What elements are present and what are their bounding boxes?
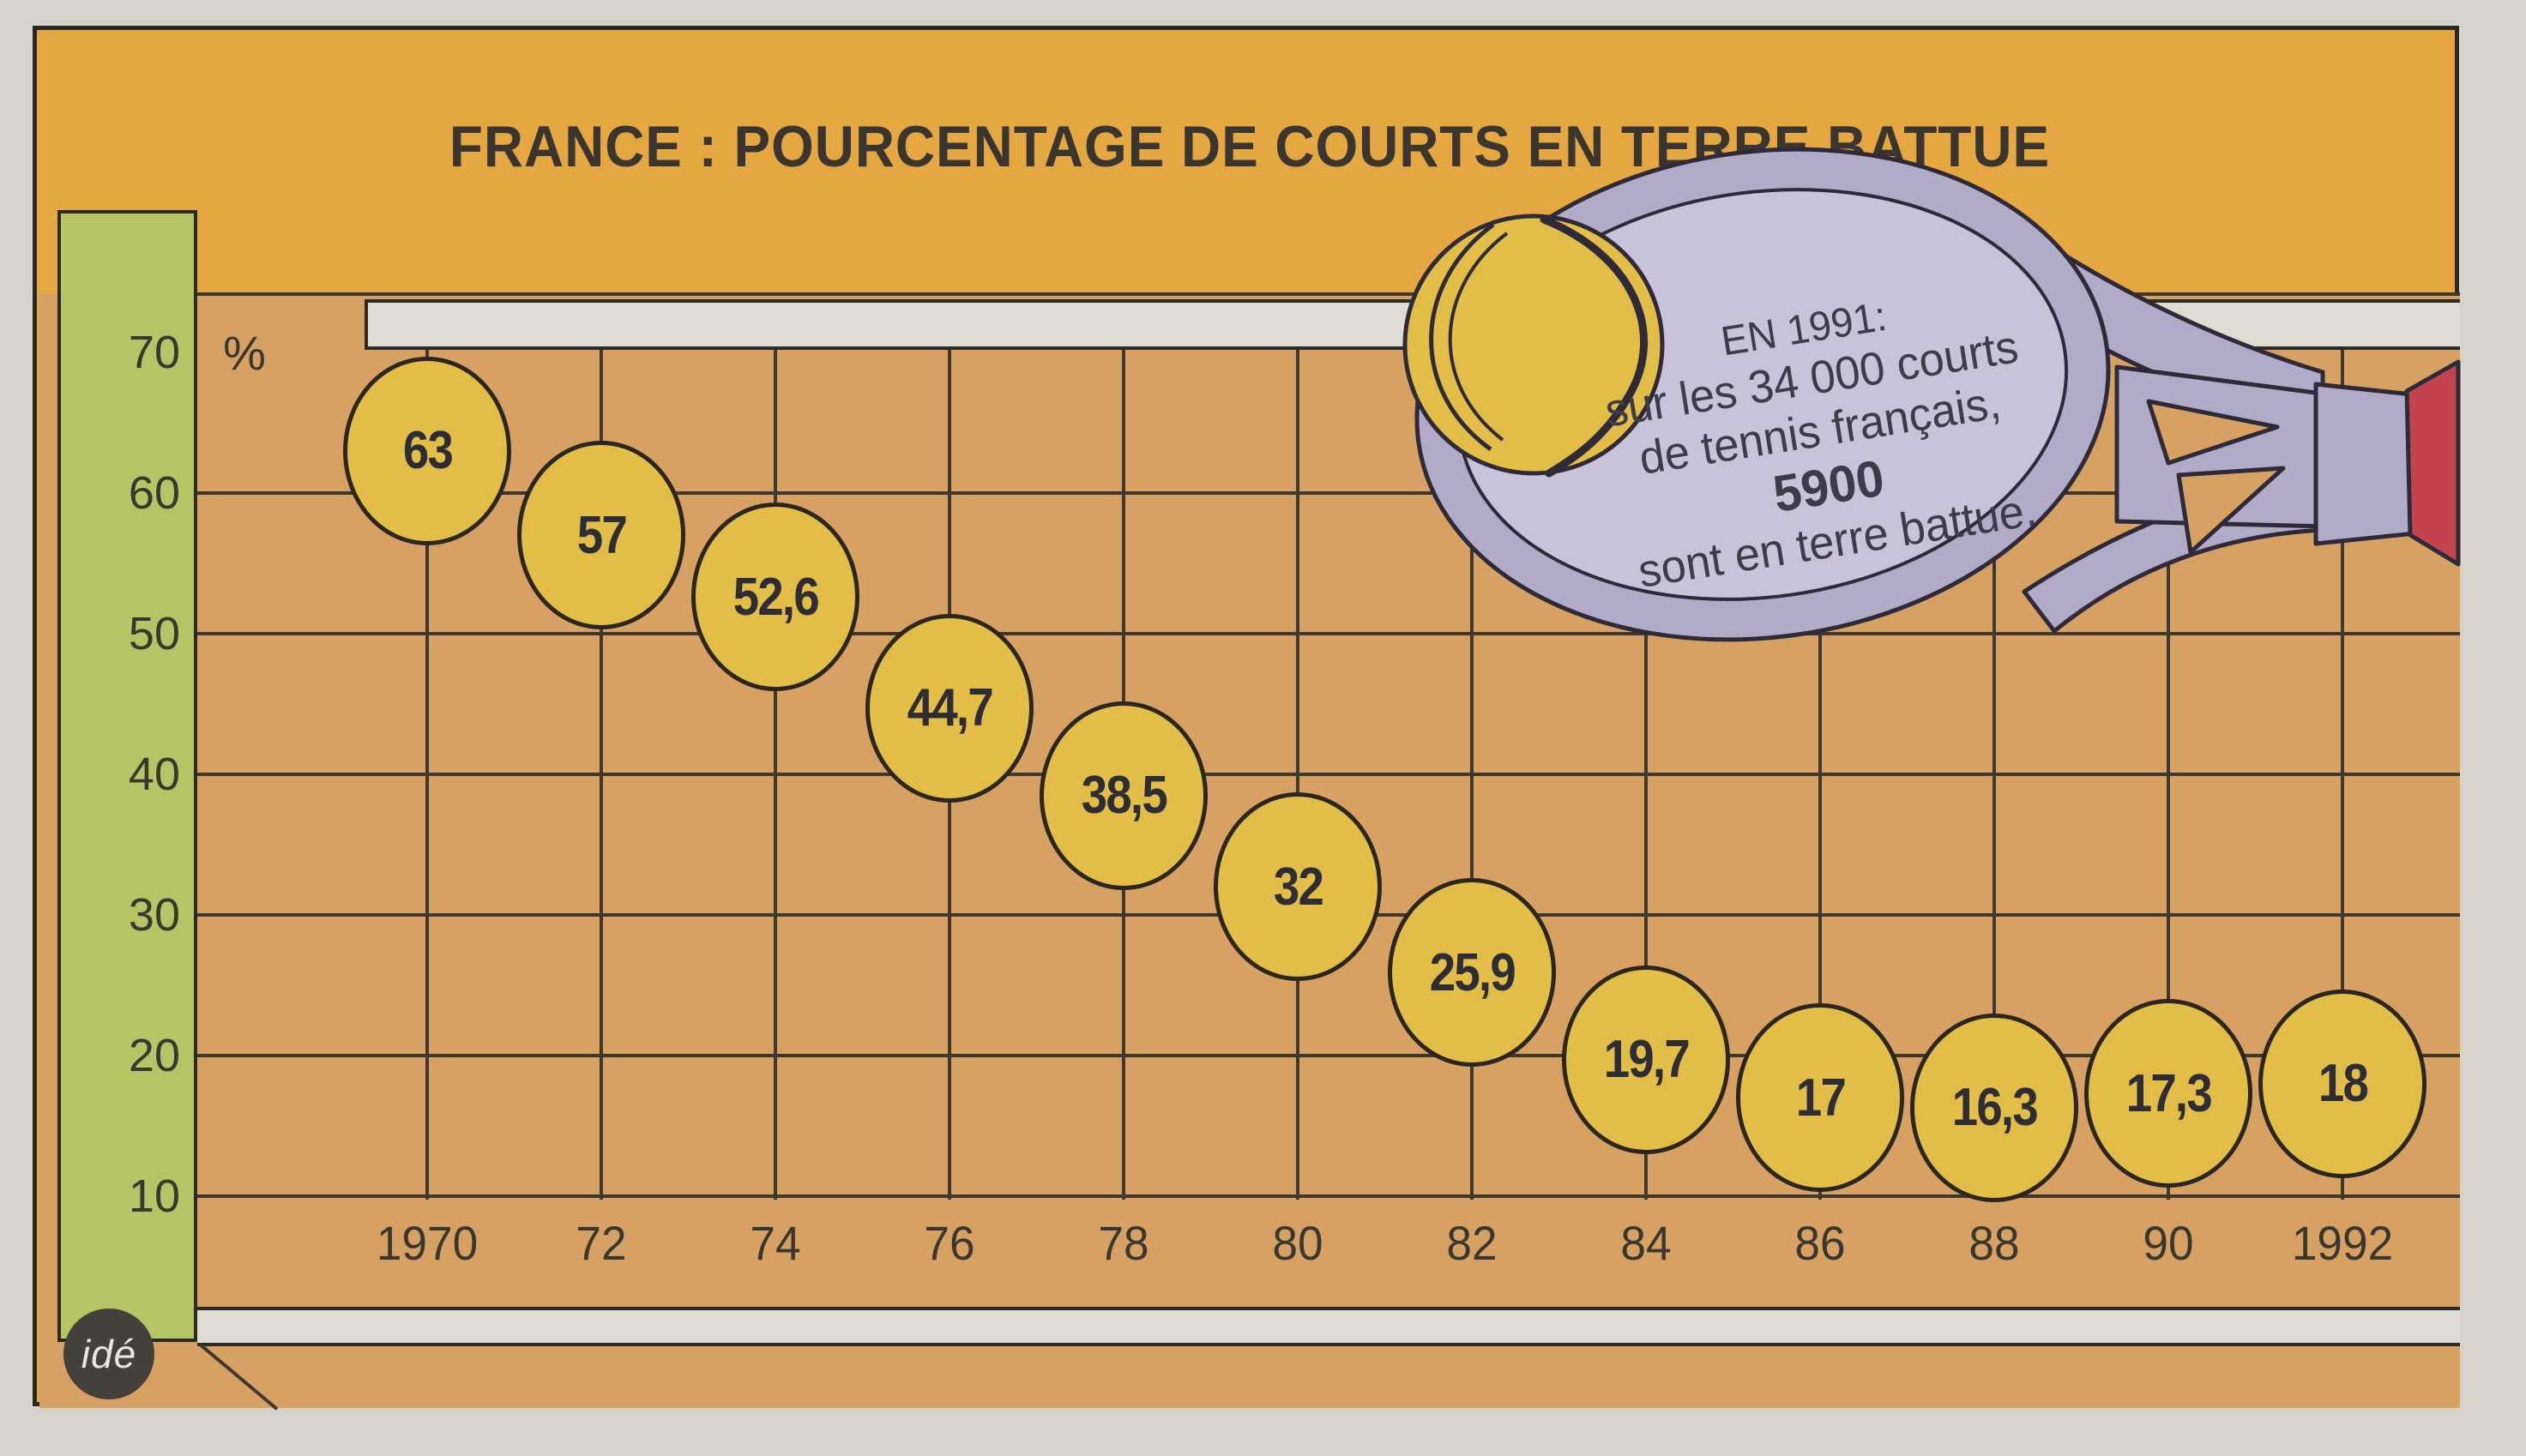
data-ball-1986: 17 [1736,1003,1904,1193]
y-tick-label-60: 60 [128,467,180,519]
data-ball-1988: 16,3 [1910,1013,2078,1202]
racket-grip [2404,359,2461,567]
data-ball-1982: 25,9 [1388,878,1556,1068]
data-ball-label: 19,7 [1603,1030,1690,1090]
data-ball-label: 57 [576,505,627,565]
data-ball-1978: 38,5 [1040,701,1208,890]
v-gridline-74 [774,350,777,1200]
v-gridline-86 [1818,350,1822,1200]
bottom-white-strip [197,1307,2460,1346]
plot-top-line [197,292,2460,296]
h-gridline-10 [197,1194,2460,1198]
data-ball-1984: 19,7 [1562,965,1730,1154]
data-ball-label: 63 [402,421,453,481]
v-gridline-84 [1644,350,1648,1200]
data-ball-1980: 32 [1214,792,1382,982]
racket-throat-cutout-2 [2176,466,2286,555]
data-ball-label: 25,9 [1429,942,1516,1002]
data-ball-1972: 57 [517,441,685,630]
data-ball-label: 32 [1273,857,1323,917]
data-ball-label: 17,3 [2125,1063,2212,1123]
y-axis-bar [57,210,197,1342]
h-gridline-50 [197,632,2460,635]
y-tick-label-70: 70 [128,327,180,378]
y-axis-unit-label: % [223,326,266,380]
x-tick-label-72: 72 [576,1216,627,1270]
tennis-ball [1402,214,1665,476]
x-tick-label-74: 74 [750,1216,801,1270]
x-tick-label-86: 86 [1794,1216,1846,1270]
h-gridline-40 [197,773,2460,776]
y-tick-label-20: 20 [128,1030,180,1081]
x-tick-label-82: 82 [1446,1216,1498,1270]
data-ball-1990: 17,3 [2084,999,2252,1188]
x-tick-label-80: 80 [1272,1216,1323,1270]
x-tick-label-78: 78 [1098,1216,1149,1270]
tennis-ball-seam-left-inner [1448,232,1509,442]
y-tick-label-30: 30 [128,889,180,941]
racket-handle [2313,382,2418,546]
data-ball-label: 18 [2318,1054,2368,1114]
data-ball-1976: 44,7 [865,613,1034,803]
racket-throat-cutout-1 [2146,399,2280,466]
data-ball-1974: 52,6 [691,502,859,692]
v-gridline-88 [1992,350,1996,1200]
y-tick-label-50: 50 [128,608,180,659]
data-ball-1992: 18 [2258,989,2427,1178]
v-gridline-80 [1296,350,1299,1200]
v-gridline-90 [2167,350,2170,1200]
data-ball-label: 38,5 [1081,766,1167,826]
data-ball-label: 52,6 [732,567,819,627]
data-ball-1970: 63 [343,356,511,545]
ide-logo: idé [63,1309,154,1399]
h-gridline-60 [197,491,2460,495]
v-gridline-82 [1470,350,1474,1200]
y-tick-label-10: 10 [128,1170,180,1222]
x-tick-label-88: 88 [1968,1216,2020,1270]
x-tick-label-90: 90 [2143,1216,2194,1270]
h-gridline-20 [197,1054,2460,1057]
x-tick-label-1992: 1992 [2291,1216,2394,1270]
data-ball-label: 44,7 [907,678,993,738]
v-gridline-72 [600,350,603,1200]
ide-logo-text: idé [81,1332,137,1376]
x-tick-label-1970: 1970 [376,1216,479,1270]
x-tick-label-76: 76 [924,1216,975,1270]
tennis-ball-seam-right [1540,215,1649,478]
tennis-ball-seam-left-outer [1429,222,1495,452]
data-ball-label: 16,3 [1951,1078,2038,1138]
v-gridline-1970 [425,350,429,1200]
y-tick-label-40: 40 [128,749,180,800]
v-gridline-1992 [2341,350,2344,1200]
x-tick-label-84: 84 [1620,1216,1672,1270]
data-ball-label: 17 [1795,1068,1846,1128]
